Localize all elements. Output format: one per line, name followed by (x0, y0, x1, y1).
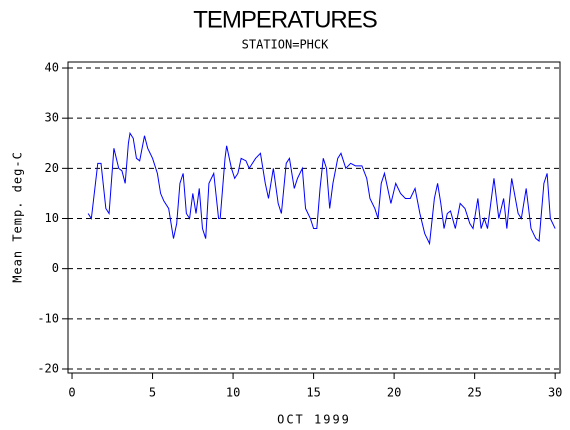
plot-frame (67, 61, 561, 374)
x-tick-label: 30 (548, 386, 562, 400)
y-tick-label: 30 (45, 111, 59, 125)
x-axis-label: OCT 1999 (277, 413, 351, 427)
y-tick-label: 10 (45, 211, 59, 225)
x-tick-label: 5 (149, 386, 156, 400)
x-tick-label: 20 (387, 386, 401, 400)
y-tick-label: 20 (45, 161, 59, 175)
x-tick-label: 25 (467, 386, 481, 400)
data-line (87, 131, 556, 246)
x-tick-label: 15 (306, 386, 320, 400)
y-tick-label: -10 (37, 311, 59, 325)
y-tick-label: 40 (45, 61, 59, 75)
y-axis-label: Mean Temp. deg-C (11, 151, 25, 283)
x-tick-label: 10 (226, 386, 240, 400)
chart-title: TEMPERATURES (193, 6, 377, 33)
x-tick-label: 0 (68, 386, 75, 400)
y-tick-label: 0 (52, 261, 59, 275)
y-tick-label: -20 (37, 361, 59, 375)
chart-subtitle: STATION=PHCK (242, 38, 329, 52)
